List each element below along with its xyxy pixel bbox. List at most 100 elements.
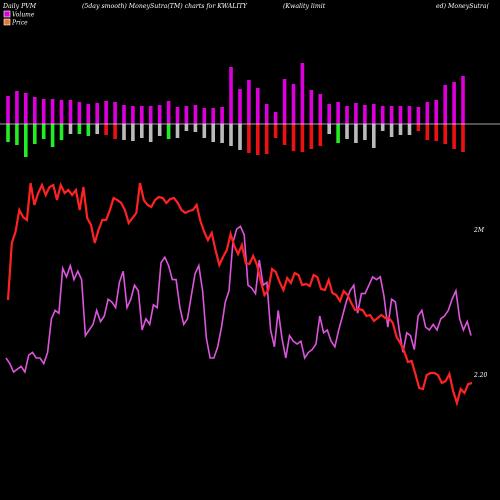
volume-bar-up — [336, 102, 340, 124]
volume-bar-down — [86, 124, 91, 136]
volume-bar-up — [193, 105, 198, 124]
volume-bar-up — [256, 88, 260, 124]
volume-bar-down — [157, 124, 162, 136]
volume-bar-down — [41, 124, 46, 139]
volume-bar-down — [461, 124, 465, 152]
volume-bar-down — [229, 124, 233, 146]
legend-volume-swatch — [3, 10, 11, 18]
volume-bar-up — [41, 99, 46, 124]
volume-bar-down — [363, 124, 367, 140]
volume-bar-up — [131, 106, 135, 124]
volume-bar-down — [175, 124, 180, 138]
header-center-left: (5day smooth) MoneySutra(TM) charts for … — [82, 3, 248, 10]
volume-bar-up — [122, 105, 126, 124]
volume-bar-up — [461, 76, 465, 124]
volume-bar-up — [372, 104, 376, 124]
volume-bar-down — [300, 124, 305, 152]
volume-bar-down — [59, 124, 64, 140]
volume-bar-down — [336, 124, 340, 143]
volume-bar-down — [95, 124, 99, 134]
volume-bar-down — [24, 124, 28, 157]
volume-bar-down — [77, 124, 82, 134]
volume-bar-down — [122, 124, 126, 140]
volume-bar-up — [318, 94, 323, 124]
volume-bar-up — [15, 91, 19, 124]
volume-bar-up — [33, 97, 37, 124]
volume-bar-down — [398, 124, 403, 135]
volume-bar-up — [238, 89, 242, 124]
volume-bar-down — [193, 124, 198, 132]
volume-bar-up — [434, 100, 438, 124]
volume-bar-up — [345, 106, 349, 124]
volume-bar-down — [264, 124, 269, 154]
volume-bar-up — [273, 112, 278, 124]
volume-bar-down — [131, 124, 135, 141]
volume-bar-down — [416, 124, 421, 131]
volume-bar-down — [238, 124, 242, 150]
volume-bar-up — [220, 107, 224, 124]
volume-bar-up — [202, 108, 207, 124]
volume-bar-down — [407, 124, 412, 135]
volume-bar-down — [68, 124, 73, 134]
volume-bar-up — [24, 93, 28, 124]
volume-bar-down — [247, 124, 251, 153]
volume-bar-up — [86, 104, 91, 124]
header-right: ed) MoneySutra( — [436, 3, 490, 10]
volume-bar-up — [229, 67, 233, 124]
volume-bar-up — [282, 79, 287, 124]
volume-bar-down — [15, 124, 19, 145]
volume-bar-down — [6, 124, 10, 142]
volume-bar-down — [33, 124, 37, 144]
volume-bar-up — [425, 102, 430, 124]
volume-bar-up — [175, 107, 180, 124]
volume-bar-up — [443, 85, 447, 124]
volume-bar-up — [77, 102, 82, 124]
volume-bar-up — [407, 106, 412, 124]
volume-bar-up — [59, 100, 64, 124]
volume-bar-down — [282, 124, 287, 145]
volume-bar-up — [247, 80, 251, 124]
legend-price-label: Price — [11, 20, 28, 27]
volume-bar-up — [166, 101, 171, 124]
volume-bar-up — [140, 106, 144, 124]
volume-bar-up — [354, 103, 358, 124]
volume-bar-down — [318, 124, 323, 146]
volume-bar-down — [273, 124, 278, 138]
volume-bar-down — [372, 124, 376, 148]
volume-bar-up — [389, 106, 394, 124]
volume-bar-up — [452, 82, 456, 124]
legend-price-swatch — [3, 18, 11, 26]
volume-bar-down — [354, 124, 358, 143]
volume-bar-up — [327, 104, 331, 124]
volume-bar-down — [380, 124, 385, 131]
header-center-right: (Kwality limit — [283, 3, 326, 10]
volume-bar-down — [452, 124, 456, 149]
volume-line — [5, 225, 472, 374]
volume-bar-up — [398, 106, 403, 124]
volume-bar-up — [300, 63, 305, 124]
volume-bar-down — [291, 124, 296, 151]
volume-bar-up — [184, 106, 189, 124]
volume-bar-up — [363, 105, 367, 124]
volume-bar-down — [148, 124, 153, 142]
volume-bar-down — [220, 124, 224, 143]
volume-bar-down — [443, 124, 447, 144]
volume-bar-up — [148, 106, 153, 124]
volume-bar-down — [425, 124, 430, 140]
volume-bar-down — [104, 124, 108, 135]
volume-axis-label: 2M — [473, 227, 485, 234]
volume-bar-up — [50, 99, 55, 124]
legend-volume-label: Volume — [12, 12, 35, 19]
volume-bar-up — [157, 105, 162, 124]
volume-bar-down — [50, 124, 55, 147]
volume-bar-down — [345, 124, 349, 139]
volume-bar-up — [309, 90, 314, 124]
volume-bar-up — [264, 104, 269, 124]
volume-bar-down — [389, 124, 394, 137]
header-left: Daily PVM — [2, 3, 37, 10]
volume-bar-up — [104, 101, 108, 124]
volume-bar-up — [380, 106, 385, 124]
volume-bar-up — [211, 108, 215, 124]
